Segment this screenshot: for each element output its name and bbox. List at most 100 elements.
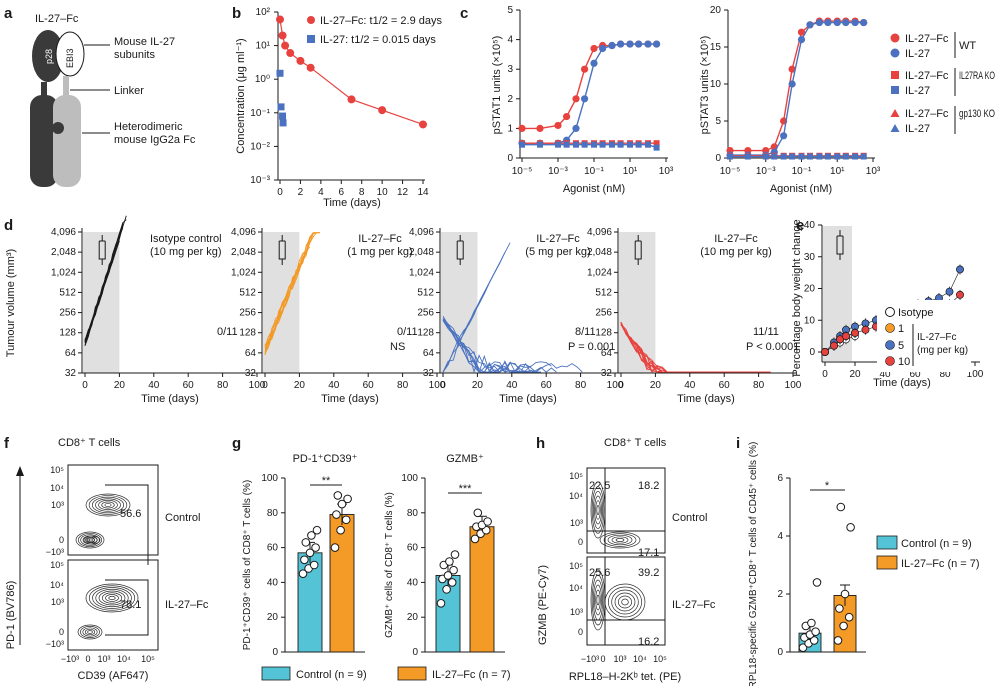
g-legend-treated: IL-27–Fc (n = 7) — [432, 669, 511, 681]
b-y-tick-labels: 10² 10¹ 10⁰ 10⁻¹ 10⁻² 10⁻³ — [250, 7, 278, 186]
b-x-tick-label: 14 — [417, 187, 429, 198]
g-GZMB-point — [450, 550, 460, 559]
e-x-tick-label: 100 — [967, 369, 984, 380]
panel-a: a IL-27–Fc p28 EBI3 Mouse IL-27 subunits… — [4, 5, 196, 187]
d-x-tick-label: 0 — [82, 380, 88, 391]
d-y-tick-label: 128 — [417, 328, 434, 339]
h-y-tick-label: 10³ — [570, 518, 583, 528]
e-legend-isotype-marker — [885, 307, 895, 317]
f-contour-neg — [75, 531, 105, 549]
d-tumour-trace — [442, 320, 552, 373]
h-contour-left — [591, 574, 605, 626]
d-y-tick-label: 2,048 — [587, 247, 612, 258]
c-x-tick-label: 10⁻³ — [548, 166, 568, 177]
g-GZMB-y-tick-label: 100 — [401, 473, 418, 484]
h-y-tick-label: 10⁴ — [569, 583, 583, 593]
syringe-icon — [836, 230, 844, 260]
e-point — [956, 265, 964, 274]
b-x-tick-label: 12 — [397, 187, 409, 198]
f-contour-pos — [95, 588, 129, 608]
f-gate-treated: 78.1 — [120, 599, 141, 611]
f-contour-pos — [85, 493, 131, 517]
c-point-circle — [580, 65, 589, 73]
b-x-tick-label: 8 — [359, 187, 365, 198]
b-il27-point — [276, 69, 284, 77]
g-PD1CD39-y-tick-label: 100 — [261, 473, 278, 484]
c-point-square — [609, 141, 615, 148]
label-linker: Linker — [114, 85, 144, 97]
g-GZMB-point — [436, 598, 446, 608]
d-y-tick-label: 4,096 — [409, 227, 434, 238]
b-legend-il27: IL-27: t1/2 = 0.015 days — [320, 34, 436, 46]
i-y-tick-label: 2 — [777, 589, 783, 600]
label-heterodimeric: Heterodimeric — [114, 121, 183, 133]
f-y-tick-label: 10⁴ — [50, 483, 64, 493]
g-PD1CD39-point — [337, 499, 347, 509]
b-legend-il27fc: IL-27–Fc: t1/2 = 2.9 days — [320, 15, 442, 27]
e-legend-1-marker — [885, 323, 895, 333]
g-PD1CD39-y-tick-label: 80 — [267, 508, 279, 519]
h-contour-bottom — [607, 534, 633, 546]
d-y-tick-label: 512 — [239, 287, 256, 298]
f-contour-neg — [80, 534, 100, 546]
h-treated-plot — [586, 556, 666, 646]
d-tumour-trace — [442, 318, 583, 373]
c-point-circle — [842, 18, 850, 27]
g-GZMB-point — [449, 565, 458, 575]
panel-letter-e: e — [796, 217, 804, 234]
d-tumour-trace — [442, 262, 501, 373]
c-legend-gp-group: gp130 KO — [959, 108, 995, 120]
g-GZMB-y-tick-label: 40 — [407, 577, 419, 588]
f-y-arrowhead — [16, 466, 24, 476]
c-legend-wt-il27: IL-27 — [905, 48, 930, 60]
d-tumour-trace — [442, 318, 526, 373]
d-y-tick-label: 2,048 — [409, 247, 434, 258]
b-il27fc-point — [286, 49, 295, 58]
f-contour-pos — [88, 585, 136, 611]
panel-letter-b: b — [232, 5, 241, 22]
c-legend-wt-il27-marker — [890, 48, 900, 58]
c-point-circle — [634, 40, 643, 48]
panel-letter-c: c — [460, 5, 468, 22]
d-y-tick-label: 512 — [417, 287, 434, 298]
d-y-tick-label: 64 — [423, 348, 435, 359]
h-x-tick-label: 10⁵ — [653, 654, 667, 664]
i-point — [833, 636, 843, 645]
d-y-tick-label: 1,024 — [51, 267, 76, 278]
g2-y-label: GZMB⁺ cells of CD8⁺ T cells (%) — [384, 492, 395, 638]
c-legend-ko-fc-marker — [891, 71, 899, 79]
b-y-tick-label: 10⁻¹ — [250, 108, 270, 119]
g-PD1CD39-y-tick-label: 0 — [272, 647, 278, 658]
ebi3-subunit — [55, 31, 85, 77]
f-contours — [75, 493, 139, 640]
d-y-tick-label: 4,096 — [587, 227, 612, 238]
h-row-treated: IL-27–Fc — [672, 599, 716, 611]
f-contour-neg — [84, 628, 96, 636]
b-il27fc-point — [296, 56, 305, 65]
d-x-tick-label: 80 — [397, 380, 409, 391]
c-point-square — [798, 153, 805, 160]
c-point-square — [645, 141, 651, 148]
c-point-circle — [590, 59, 598, 67]
d-y-tick-label: 64 — [245, 348, 257, 359]
i-point — [807, 618, 816, 628]
syringe-icon — [456, 235, 464, 265]
g-PD1CD39-y-tick-label: 60 — [267, 543, 279, 554]
d-x-label: Time (days) — [499, 393, 557, 405]
c-legend-ko-group: IL27RA KO — [959, 70, 995, 82]
d-y-tick-label: 32 — [245, 368, 257, 379]
d-subpanel-title: IL-27–Fc — [714, 233, 758, 245]
d-response-count: 8/11 — [575, 326, 596, 338]
d-x-tick-label: 0 — [618, 380, 624, 391]
e-y-tick-label: 0 — [809, 347, 815, 358]
b-x-tick-label: 0 — [277, 187, 283, 198]
c-y-tick-label: 5 — [715, 116, 721, 127]
h-x-label: RPL18–H-2Kᵇ tet. (PE) — [569, 671, 681, 683]
g1-title: PD-1⁺CD39⁺ — [293, 453, 358, 465]
d-x-label: Time (days) — [677, 393, 735, 405]
d-x-tick-label: 60 — [541, 380, 553, 391]
b-il27fc-point — [281, 41, 290, 50]
d-y-tick-label: 32 — [65, 368, 77, 379]
c-tick-labels: 0 1 2 3 4 5 10⁻⁵ 10⁻³ 10⁻¹ 10¹ 10³ 0 5 10 15 20 10⁻⁵ 10⁻³… — [507, 5, 880, 177]
